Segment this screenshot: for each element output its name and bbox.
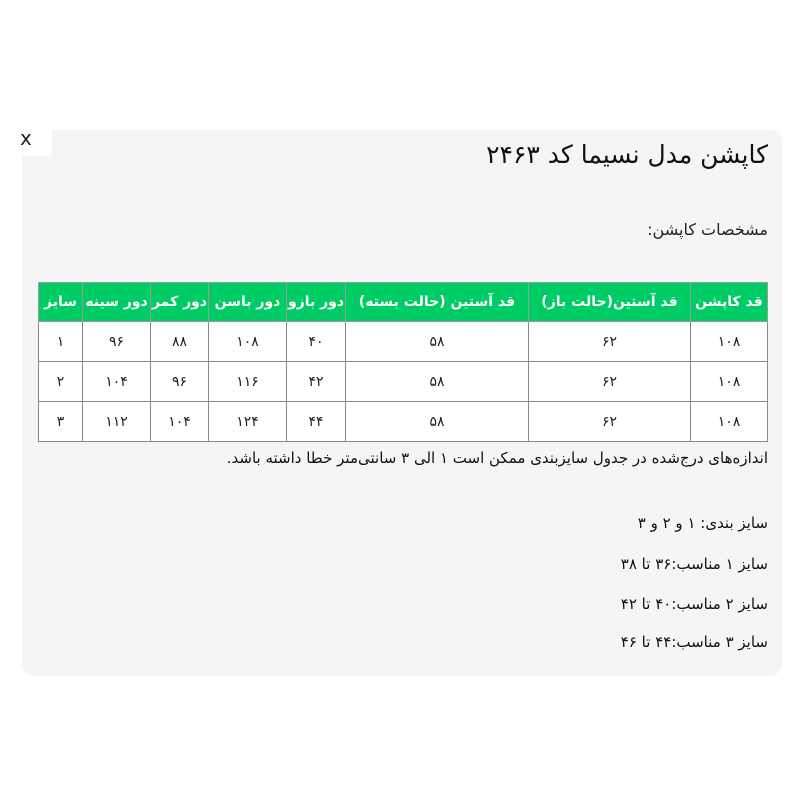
table-cell: ۹۶: [150, 361, 209, 402]
header-arm: دور بازو: [286, 282, 346, 322]
table-cell: ۶۲: [528, 401, 691, 442]
specs-heading: مشخصات کاپشن:: [647, 220, 768, 239]
table-cell: ۱۱۶: [208, 361, 287, 402]
table-cell: ۶۲: [528, 321, 691, 362]
table-cell: ۱۰۸: [690, 361, 768, 402]
header-jacket-length: قد کاپشن: [690, 282, 768, 322]
table-cell: ۱۰۴: [82, 361, 151, 402]
table-cell: ۸۸: [150, 321, 209, 362]
table-cell: ۱۰۸: [690, 401, 768, 442]
table-header-row: قد کاپشن قد آستین(حالت باز) قد آستین (حا…: [38, 282, 768, 322]
table-cell: ۱۰۸: [208, 321, 287, 362]
table-cell: ۴۴: [286, 401, 346, 442]
table-cell: ۳: [38, 401, 83, 442]
table-cell: ۱: [38, 321, 83, 362]
sizing-list-item: سایز ۲ مناسب:۴۰ تا ۴۲: [620, 595, 768, 613]
table-cell: ۱۱۲: [82, 401, 151, 442]
size-table: قد کاپشن قد آستین(حالت باز) قد آستین (حا…: [38, 282, 768, 442]
table-cell: ۴۲: [286, 361, 346, 402]
size-note: اندازه‌های درج‌شده در جدول سایزبندی ممکن…: [226, 449, 768, 467]
header-size: سایز: [38, 282, 83, 322]
table-cell: ۱۲۴: [208, 401, 287, 442]
table-cell: ۱۰۴: [150, 401, 209, 442]
table-row: ۱۰۸ ۶۲ ۵۸ ۴۴ ۱۲۴ ۱۰۴ ۱۱۲ ۳: [38, 401, 768, 442]
table-row: ۱۰۸ ۶۲ ۵۸ ۴۰ ۱۰۸ ۸۸ ۹۶ ۱: [38, 321, 768, 362]
table-cell: ۲: [38, 361, 83, 402]
table-cell: ۵۸: [345, 361, 529, 402]
table-cell: ۹۶: [82, 321, 151, 362]
header-chest: دور سینه: [82, 282, 151, 322]
sizing-list-item: سایز ۱ مناسب:۳۶ تا ۳۸: [620, 555, 768, 573]
header-sleeve-open: قد آستین(حالت باز): [528, 282, 691, 322]
table-cell: ۱۰۸: [690, 321, 768, 362]
header-sleeve-closed: قد آستین (حالت بسته): [345, 282, 529, 322]
dialog-title: کاپشن مدل نسیما کد ۲۴۶۳: [486, 140, 768, 169]
header-hip: دور باسن: [208, 282, 287, 322]
table-cell: ۶۲: [528, 361, 691, 402]
header-waist: دور کمر: [150, 282, 209, 322]
sizing-list-item: سایز بندی: ۱ و ۲ و ۳: [637, 514, 768, 532]
table-cell: ۴۰: [286, 321, 346, 362]
sizing-list-item: سایز ۳ مناسب:۴۴ تا ۴۶: [620, 633, 768, 651]
table-cell: ۵۸: [345, 401, 529, 442]
table-cell: ۵۸: [345, 321, 529, 362]
close-button[interactable]: x: [14, 124, 52, 156]
table-row: ۱۰۸ ۶۲ ۵۸ ۴۲ ۱۱۶ ۹۶ ۱۰۴ ۲: [38, 361, 768, 402]
